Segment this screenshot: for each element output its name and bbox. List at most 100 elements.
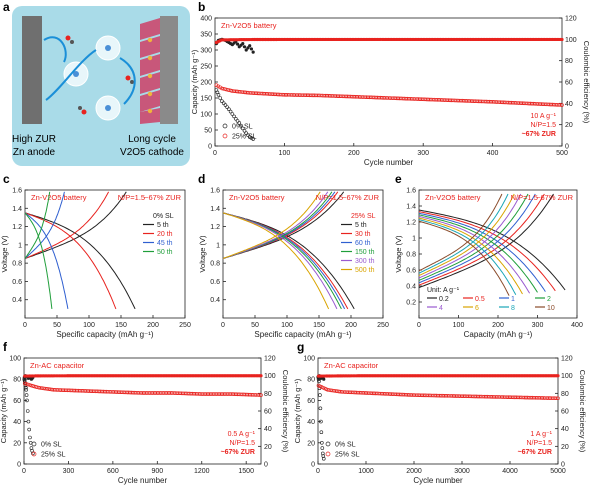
capacity-point [26,382,30,387]
x-tick-label: 0 [221,322,225,329]
y2-tick-label: 100 [565,37,577,44]
capacity-point [214,83,219,87]
x-tick-label: 50 [53,322,61,329]
discharge-curve [418,211,556,292]
y-tick-label: 40 [13,419,21,426]
annotation-line: 10 A g⁻¹ [531,113,557,120]
capacity-point [220,99,224,103]
x-tick-label: 200 [492,322,504,329]
y-tick-label: 0.6 [12,279,22,286]
y-tick-label: 1.6 [406,188,416,195]
legend-label: 5 th [355,222,367,229]
legend-title: 25% SL [351,213,376,220]
y-tick-label: 200 [200,80,212,87]
capacity-point [321,456,326,461]
y-tick-label: 1 [412,236,416,243]
charge-curve [418,193,529,281]
chart-c: 0 50 100 150 200 250 0.4 0.6 0.8 1 1.2 1.4 1.6 Specif… [0,188,191,340]
chart-title: Zn-V2O5 battery [229,193,285,202]
y2-tick-label: 40 [565,101,573,108]
ce-point [560,37,564,42]
capacity-point [27,427,31,432]
x-tick-label: 250 [377,322,389,329]
ion-solvation-spheres [63,35,134,121]
legend-unit: Unit: A g⁻¹ [427,287,460,294]
ce-point [244,48,248,52]
y-tick-label: 40 [307,419,315,426]
legend-label: 50 th [157,249,173,256]
capacity-point [46,387,51,391]
legend-marker-0sl [31,441,37,447]
y-axis-label: Capacity (mAh g⁻¹) [0,378,8,443]
charge-curve [222,191,321,260]
x-axis-label: Capacity (mAh g⁻¹) [464,330,533,339]
schematic-panel: High ZUR Zn anode Long cycle V2O5 cathod… [12,6,190,166]
y-tick-label: 60 [13,398,21,405]
legend-label: 500 th [355,267,375,274]
discharge-curve [24,212,53,309]
legend-label-25sl: 25% SL [335,452,360,459]
capacity-point [216,84,221,89]
capacity-point [26,419,31,424]
annotation-line: N/P=1.5 [531,122,557,129]
y-tick-label: 100 [200,112,212,119]
capacity-point [242,129,247,133]
np-ratio-label: N/P=1.5 [118,193,145,202]
x-tick-label: 200 [348,150,360,157]
capacity-point [556,396,560,401]
annotation-line: N/P=1.5 [230,440,256,447]
np-ratio-label: N/P=1.5 [511,193,538,202]
capacity-point [24,393,29,397]
x-tick-label: 0 [316,468,320,475]
y2-tick-label: 120 [264,356,276,363]
chart-title: Zn-V2O5 battery [425,193,481,202]
y2-axis-label: Coulombic efficiency (%) [578,370,587,453]
cathode-stack [140,16,178,124]
y2-tick-label: 100 [561,373,573,380]
chart-e: 0 100 200 300 400 0.2 0.4 0.6 0.8 1 1.2 1.4 1.6 Capac… [394,188,583,340]
y2-axis-label: Coulombic efficiency (%) [582,41,591,124]
zur-label: ~67% ZUR [536,193,573,202]
capacity-point [257,393,262,397]
capacity-point [218,85,222,90]
y-axis-label: Voltage (V) [0,235,9,273]
x-tick-label: 1200 [194,468,210,475]
legend-label-0sl: 0% SL [232,124,253,131]
capacity-point [24,387,29,392]
y-tick-label: 0.8 [210,261,220,268]
legend-marker-25sl [325,451,331,457]
x-tick-label: 300 [63,468,75,475]
capacity-point [37,385,41,390]
y-axis-label: Voltage (V) [198,235,207,273]
x-tick-label: 400 [487,150,499,157]
legend-label: 5 th [157,222,169,229]
discharge-curve [418,214,538,293]
capacity-point [45,387,49,391]
annotation-line: 0.5 A g⁻¹ [228,431,256,438]
y-tick-label: 300 [200,48,212,55]
y-tick-label: 0.4 [12,297,22,304]
panel-label-a: a [3,0,10,14]
discharge-curve [418,219,517,296]
capacity-point [239,123,243,128]
charge-curve [418,193,509,274]
y2-tick-label: 0 [561,462,565,469]
y2-tick-label: 60 [565,80,573,87]
capacity-point [25,409,30,413]
legend-label-0sl: 0% SL [335,442,356,449]
ce-point [235,42,240,46]
capacity-point [249,136,254,140]
ce-point [249,47,254,51]
y2-tick-label: 20 [264,444,272,451]
x-tick-label: 5000 [550,468,566,475]
y-tick-label: 0.6 [406,268,416,275]
legend-label: 30 th [355,231,371,238]
y-axis-label: Capacity (mAh g⁻¹) [190,49,199,114]
x-axis-label: Specific capacity (mAh g⁻¹) [254,330,351,339]
capacity-point [216,93,221,97]
legend-label: 2 [547,296,551,303]
ce-point [246,46,250,50]
ce-point [248,44,252,48]
panel-label-e: e [395,172,402,186]
capacity-point [223,103,228,107]
